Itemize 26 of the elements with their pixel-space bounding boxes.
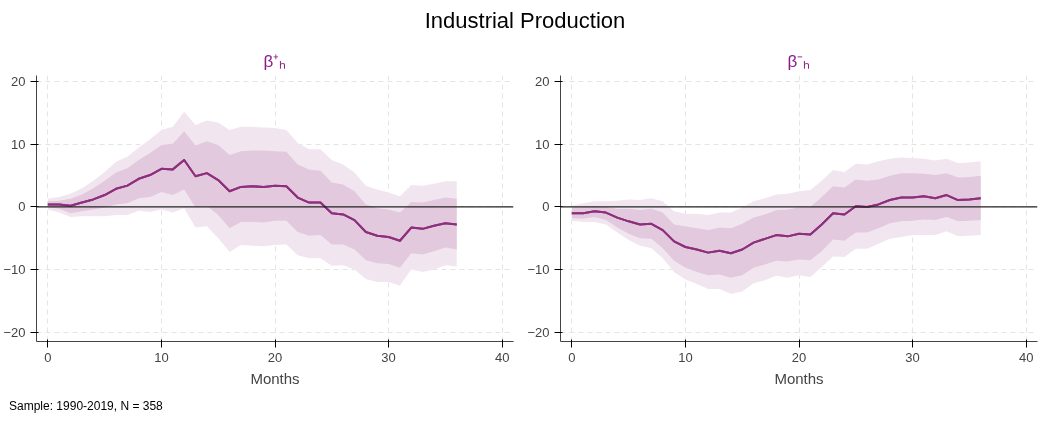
y-tick-label: −20 (527, 324, 550, 340)
y-tick-label: 10 (535, 136, 550, 152)
x-tick-label: 20 (267, 349, 283, 365)
x-tick-label: 20 (791, 349, 807, 365)
y-tick-label: 0 (18, 199, 26, 215)
x-tick-label: 10 (678, 349, 693, 365)
x-tick-label: 10 (154, 349, 169, 365)
x-tick-label: 0 (44, 349, 52, 365)
x-tick-label: 30 (905, 349, 920, 365)
y-tick-label: 0 (542, 199, 550, 215)
text: Industrial Production (424, 7, 626, 35)
y-tick-label: −20 (3, 324, 26, 340)
x-tick-label: 40 (1018, 349, 1034, 365)
x-axis-title: Months (774, 369, 824, 387)
y-tick-label: 20 (535, 74, 550, 90)
x-tick-label: 30 (381, 349, 396, 365)
x-tick-label: 0 (568, 349, 576, 365)
y-tick-label: 10 (11, 136, 26, 152)
chart-title: β⁻ₕ (787, 51, 811, 71)
text: Sample: 1990-2019, N = 358 (9, 398, 163, 415)
y-tick-label: 20 (11, 74, 26, 90)
x-tick-label: 40 (494, 349, 510, 365)
chart-title: β⁺ₕ (263, 51, 287, 71)
y-tick-label: −10 (3, 262, 26, 278)
y-tick-label: −10 (527, 262, 550, 278)
x-axis-title: Months (250, 369, 300, 387)
